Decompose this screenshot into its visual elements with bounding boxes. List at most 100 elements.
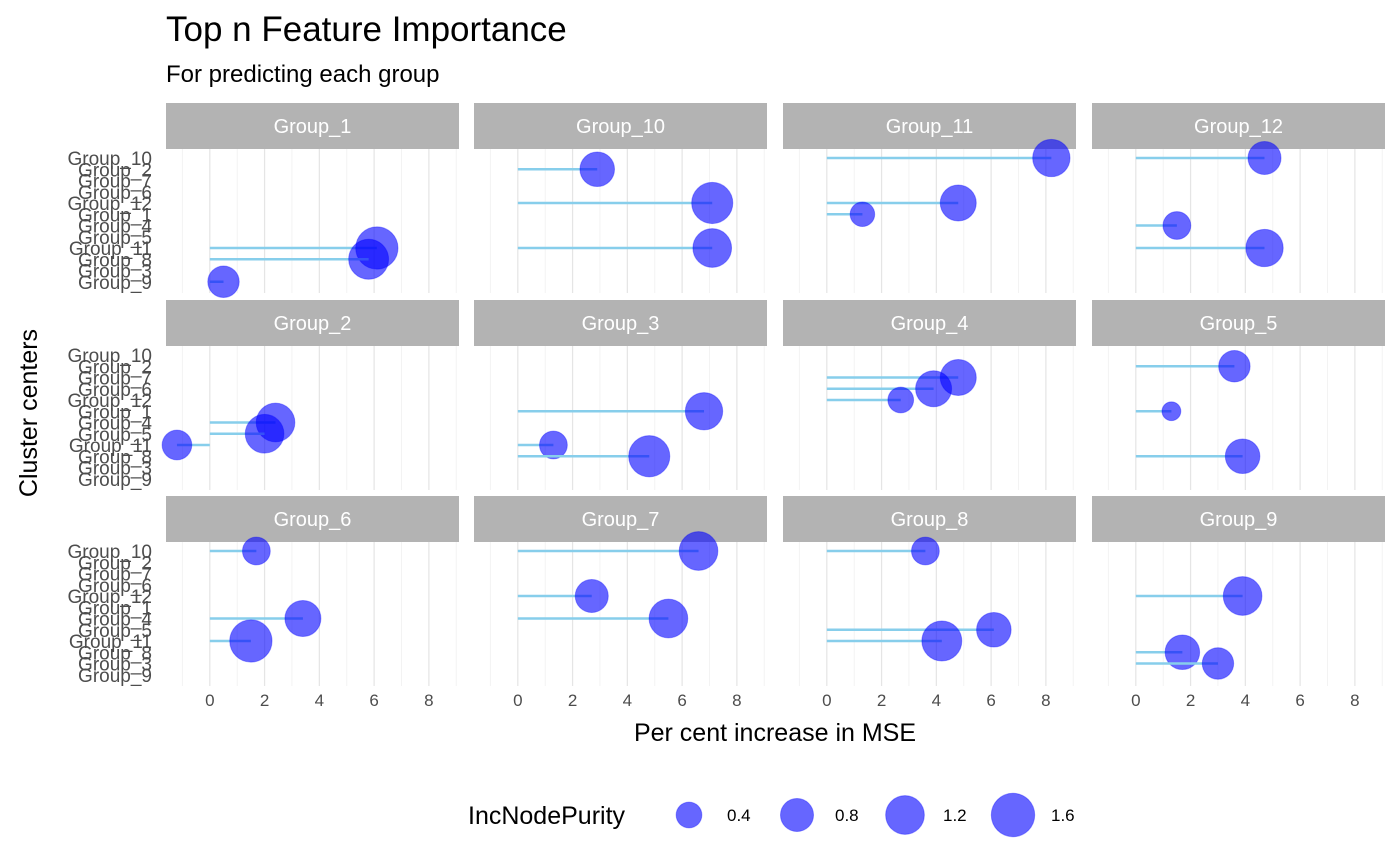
y-tick-label: Group_7 <box>78 172 152 193</box>
lollipop-point <box>648 598 689 639</box>
y-axis-title: Cluster centers <box>15 329 43 497</box>
y-tick-label: Group_6 <box>78 576 152 597</box>
facet-panel: Group_3 <box>474 300 767 490</box>
facet-strip <box>474 496 767 542</box>
y-tick-label: Group_4 <box>78 217 152 238</box>
x-tick-label: 4 <box>1241 691 1250 710</box>
legend-key-label: 0.8 <box>835 806 859 825</box>
x-tick-label: 0 <box>1131 691 1140 710</box>
lollipop-point <box>1222 576 1263 616</box>
lollipop-point <box>915 370 953 408</box>
y-tick-label: Group_5 <box>78 425 152 446</box>
y-tick-label: Group_2 <box>78 553 152 574</box>
y-tick-label: Group_8 <box>78 643 152 664</box>
facet-strip <box>1092 300 1385 346</box>
facet-panel: Group_9 0 2 4 6 8 <box>1092 496 1385 710</box>
lollipop-point <box>1218 350 1251 383</box>
x-tick-label: 4 <box>932 691 941 710</box>
lollipop-point <box>628 435 671 478</box>
x-tick-label: 8 <box>1041 691 1050 710</box>
facet-strip-label: Group_1 <box>274 116 352 138</box>
facet-strip-label: Group_11 <box>886 116 973 138</box>
y-tick-label: Group_7 <box>78 565 152 586</box>
y-tick-label: Group_12 <box>67 587 152 608</box>
x-tick-label: 4 <box>315 691 324 710</box>
facet-panel: Group_8 0 2 4 6 8 <box>783 496 1076 710</box>
x-tick-label: 2 <box>260 691 269 710</box>
y-tick-label: Group_6 <box>78 380 152 401</box>
lollipop-point <box>678 531 719 571</box>
y-tick-label: Group_4 <box>78 610 152 631</box>
lollipop-point <box>939 184 977 222</box>
facet-strip-label: Group_8 <box>891 509 969 531</box>
x-tick-label: 2 <box>1186 691 1195 710</box>
chart-title: Top n Feature Importance <box>166 10 567 49</box>
y-tick-label: Group_4 <box>78 414 152 435</box>
x-tick-label: 0 <box>822 691 831 710</box>
y-tick-label: Group_9 <box>78 470 152 491</box>
facet-strip <box>783 496 1076 542</box>
x-tick-label: 8 <box>424 691 433 710</box>
facet-strip-label: Group_7 <box>582 509 660 531</box>
facet-panel: Group_10 <box>474 103 767 293</box>
lollipop-point <box>1247 140 1282 176</box>
facet-panel: Group_12 <box>1092 103 1385 293</box>
x-tick-label: 8 <box>1350 691 1359 710</box>
lollipop-point <box>921 620 963 662</box>
lollipop-point <box>1032 138 1071 178</box>
lollipop-point <box>1162 211 1192 240</box>
y-tick-label: Group_9 <box>78 273 152 294</box>
y-tick-label: Group_10 <box>67 346 152 367</box>
chart-subtitle: For predicting each group <box>166 61 440 88</box>
lollipop-point <box>1245 228 1284 268</box>
legend-key-label: 0.4 <box>727 806 751 825</box>
facet-strip-label: Group_6 <box>274 509 352 531</box>
lollipop-point <box>161 429 193 461</box>
y-tick-label: Group_8 <box>78 250 152 271</box>
lollipop-point <box>574 578 609 614</box>
lollipop-point <box>1201 647 1235 680</box>
facet-panel: Group_5 <box>1092 300 1385 490</box>
x-tick-label: 6 <box>369 691 378 710</box>
y-tick-label: Group_12 <box>67 391 152 412</box>
y-tick-label: Group_5 <box>78 228 152 249</box>
lollipop-point <box>849 201 876 228</box>
facet-panels: Group_1Group_10Group_2Group_7Group_6Grou… <box>67 103 1385 710</box>
lollipop-point <box>579 151 616 188</box>
y-tick-label: Group_2 <box>78 357 152 378</box>
y-tick-label: Group_2 <box>78 160 152 181</box>
y-tick-label: Group_3 <box>78 262 152 283</box>
y-tick-label: Group_11 <box>69 436 152 457</box>
lollipop-point <box>348 238 390 280</box>
x-tick-label: 2 <box>568 691 577 710</box>
x-tick-label: 6 <box>677 691 686 710</box>
facet-panel: Group_6Group_10Group_2Group_7Group_6Grou… <box>67 496 459 710</box>
facet-strip <box>1092 103 1385 149</box>
x-tick-label: 0 <box>205 691 214 710</box>
y-tick-label: Group_3 <box>78 459 152 480</box>
x-tick-label: 4 <box>623 691 632 710</box>
lollipop-point <box>910 536 940 566</box>
facet-strip <box>166 496 459 542</box>
size-legend: IncNodePurity 0.4 0.8 1.2 1.6 <box>468 792 1075 838</box>
lollipop-point <box>229 619 273 663</box>
x-tick-label: 6 <box>986 691 995 710</box>
facet-strip-label: Group_5 <box>1200 313 1278 335</box>
facet-strip-label: Group_3 <box>582 313 660 335</box>
facet-strip-label: Group_9 <box>1200 509 1278 531</box>
y-tick-label: Group_7 <box>78 369 152 390</box>
x-tick-label: 0 <box>513 691 522 710</box>
lollipop-point <box>539 430 568 460</box>
lollipop-point <box>691 181 734 225</box>
lollipop-point <box>244 413 285 454</box>
x-tick-label: 6 <box>1295 691 1304 710</box>
facet-strip <box>474 103 767 149</box>
facet-strip <box>783 300 1076 346</box>
y-tick-label: Group_6 <box>78 183 152 204</box>
y-tick-label: Group_11 <box>69 632 152 653</box>
facet-strip <box>166 300 459 346</box>
lollipop-point <box>1161 401 1182 422</box>
facet-panel: Group_2Group_10Group_2Group_7Group_6Grou… <box>67 300 459 491</box>
x-tick-label: 8 <box>732 691 741 710</box>
